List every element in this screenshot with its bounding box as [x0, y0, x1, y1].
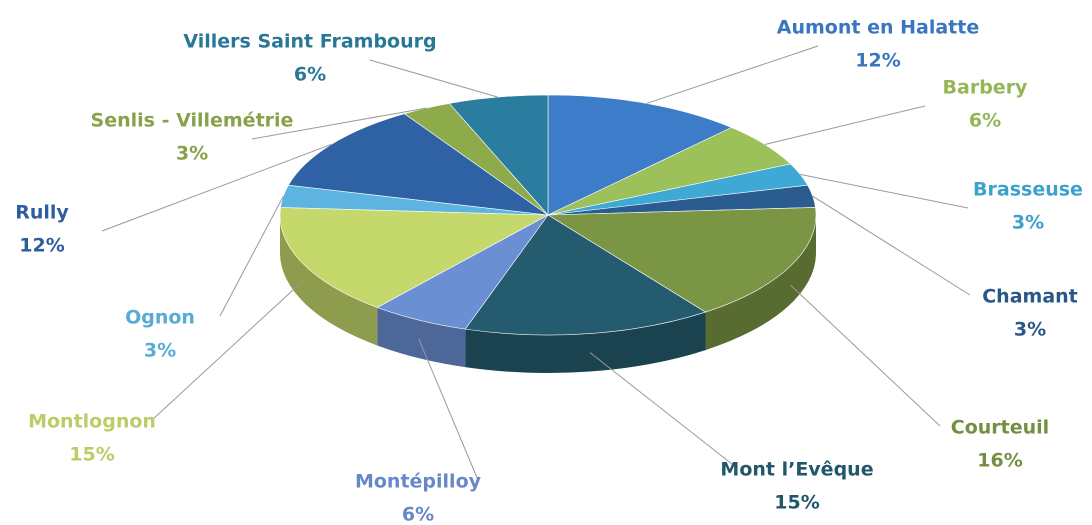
pie-side — [280, 215, 378, 346]
leader-line — [800, 173, 969, 209]
slice-value-label: 6% — [294, 64, 326, 86]
slice-value-label: 3% — [176, 143, 208, 165]
pie-slice — [448, 94, 549, 216]
slice-value-label: 15% — [774, 492, 819, 514]
slice-value-label: 3% — [1012, 212, 1044, 234]
slice-label: Montlognon — [28, 411, 156, 433]
pie-slice — [547, 94, 733, 216]
pie-slice — [279, 207, 550, 308]
slice-label: Aumont en Halatte — [777, 17, 979, 39]
leader-line — [812, 195, 971, 296]
slice-label: Villers Saint Frambourg — [183, 31, 436, 53]
leader-line — [369, 59, 498, 98]
pie-side — [465, 312, 706, 373]
leader-line — [764, 105, 926, 145]
leader-line — [418, 338, 479, 481]
slice-label: Chamant — [982, 286, 1078, 308]
slice-label: Rully — [15, 202, 69, 224]
slice-value-label: 16% — [977, 450, 1022, 472]
leader-line — [646, 45, 819, 104]
slice-value-label: 6% — [969, 110, 1001, 132]
slice-label: Brasseuse — [973, 179, 1083, 201]
slice-label: Senlis - Villemétrie — [91, 110, 294, 132]
pie-side — [705, 215, 816, 351]
slice-label: Ognon — [125, 307, 195, 329]
leader-line — [219, 195, 284, 317]
pie-slice — [546, 207, 817, 313]
slice-value-label: 3% — [1014, 319, 1046, 341]
leader-line — [589, 352, 738, 469]
leader-line — [151, 281, 303, 421]
slice-value-label: 12% — [855, 50, 900, 72]
slice-label: Montépilloy — [355, 471, 482, 493]
leader-line — [251, 107, 427, 140]
slice-value-label: 3% — [144, 340, 176, 362]
pie-slice — [464, 214, 707, 336]
slice-value-label: 15% — [69, 444, 114, 466]
slice-label: Mont l’Evêque — [720, 459, 873, 481]
slice-label: Barbery — [943, 77, 1029, 99]
slice-label: Courteuil — [951, 417, 1049, 439]
slice-value-label: 6% — [402, 504, 434, 525]
leader-line — [790, 284, 941, 427]
leader-line — [101, 143, 332, 232]
pie-slice — [287, 113, 549, 216]
slice-value-label: 12% — [19, 235, 64, 257]
pie-side — [377, 307, 466, 368]
